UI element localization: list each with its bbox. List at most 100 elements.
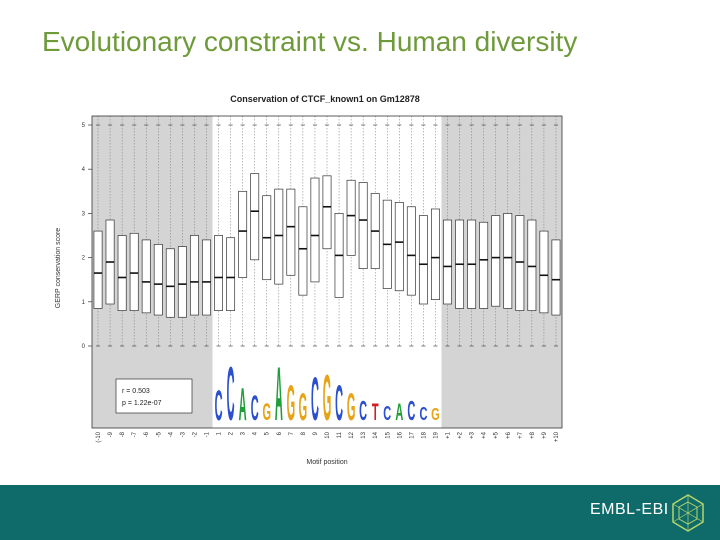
x-tick-label: 5	[265, 431, 271, 435]
box-16	[274, 124, 284, 347]
x-tick-label: 9	[313, 431, 319, 435]
box-9	[189, 124, 199, 347]
x-tick-label: +6	[506, 431, 512, 439]
box-body	[515, 215, 525, 311]
logo-letter: G	[323, 361, 332, 434]
x-tick-label: -7	[132, 431, 138, 437]
box-body	[418, 215, 428, 305]
box-body	[129, 232, 139, 311]
y-tick-label: 3	[82, 211, 86, 217]
x-tick-label: 15	[385, 431, 391, 438]
x-tick-label: +2	[458, 431, 464, 439]
box-1	[93, 124, 103, 347]
box-body	[165, 248, 175, 318]
box-body	[202, 239, 211, 316]
box-28	[418, 124, 428, 347]
box-7	[165, 124, 175, 347]
box-body	[298, 206, 308, 296]
box-body	[431, 208, 440, 300]
x-tick-label: +10	[554, 431, 560, 442]
box-body	[527, 219, 537, 311]
box-6	[153, 124, 163, 347]
logo-letter: C	[251, 388, 259, 429]
box-body	[214, 235, 223, 311]
box-body	[503, 213, 513, 309]
box-body	[153, 243, 163, 316]
box-27	[406, 124, 416, 347]
box-body	[406, 206, 416, 296]
y-tick-label: 2	[82, 256, 86, 262]
box-26	[394, 124, 404, 347]
box-3	[117, 124, 127, 347]
box-body	[177, 246, 187, 318]
box-body	[322, 175, 332, 250]
x-tick-label: +9	[542, 431, 548, 439]
box-body	[238, 190, 248, 278]
box-body	[443, 219, 452, 305]
box-15	[262, 124, 272, 347]
logo-letter: A	[239, 379, 247, 431]
x-tick-label: -3	[180, 431, 186, 437]
box-11	[214, 124, 223, 347]
x-tick-label: 10	[325, 431, 331, 438]
logo-letter: A	[395, 399, 403, 426]
logo-letter: C	[383, 401, 391, 425]
y-axis-ticks: 0 1 2 3 4 5	[82, 123, 92, 350]
logo-letter: G	[299, 386, 308, 430]
box-12	[226, 124, 236, 347]
box-38	[539, 124, 549, 347]
box-body	[93, 230, 103, 309]
box-body	[551, 239, 561, 316]
y-axis-label: GERP conservation score	[55, 228, 62, 309]
x-tick-label: -9	[108, 431, 114, 437]
x-tick-label: 14	[373, 431, 379, 438]
x-tick-label: -5	[156, 431, 162, 437]
box-22	[346, 124, 356, 347]
x-axis-label: Motif position	[306, 459, 347, 466]
box-29	[431, 124, 440, 347]
y-tick-label: 0	[82, 344, 86, 350]
box-body	[226, 237, 236, 311]
box-body	[310, 177, 320, 283]
box-14	[250, 124, 260, 347]
logo-letter: C	[407, 395, 415, 427]
x-tick-label: -1	[204, 431, 210, 437]
box-39	[551, 124, 561, 347]
x-tick-label: 18	[421, 431, 427, 438]
box-body	[539, 230, 549, 314]
x-tick-label: (-10	[96, 431, 102, 442]
brand-name: EMBL-EBI	[590, 501, 669, 518]
x-axis-ticks: (-10 -9 -8 -7 -6 -5 -4 -3 -2 -1 1 2 3 4 5 6 7 8 9 10 11 12 13 1…	[96, 431, 560, 442]
x-tick-label: 13	[361, 431, 367, 438]
logo-letter: C	[359, 395, 367, 427]
embl-ebi-hexagon-logo-icon	[672, 494, 704, 532]
slide-title: Evolutionary constraint vs. Human divers…	[42, 26, 578, 57]
x-tick-label: -2	[192, 431, 198, 437]
logo-letter: G	[262, 399, 271, 426]
plot-frame	[91, 115, 563, 429]
logo-letter: G	[431, 406, 440, 425]
box-13	[238, 124, 248, 347]
logo-letter: G	[347, 386, 356, 430]
y-tick-label: 5	[82, 123, 86, 129]
x-tick-label: 2	[229, 431, 235, 435]
x-tick-label: 11	[337, 431, 343, 438]
chart-title: Conservation of CTCF_known1 on Gm12878	[230, 94, 420, 104]
boxplot-chart: Conservation of CTCF_known1 on Gm12878 C…	[55, 94, 563, 466]
logo-letter: C	[419, 404, 427, 425]
x-tick-label: 4	[253, 431, 259, 435]
box-35	[503, 124, 513, 347]
box-body	[250, 173, 260, 261]
x-tick-label: 8	[301, 431, 307, 435]
x-tick-label: -8	[120, 431, 126, 437]
x-tick-label: 19	[433, 431, 439, 438]
box-body	[346, 179, 356, 256]
logo-letter: C	[215, 382, 223, 430]
box-17	[286, 124, 296, 347]
box-body	[491, 215, 501, 307]
x-tick-label: +8	[530, 431, 536, 439]
box-5	[141, 124, 151, 347]
x-tick-label: +7	[518, 431, 524, 439]
box-23	[358, 124, 368, 347]
